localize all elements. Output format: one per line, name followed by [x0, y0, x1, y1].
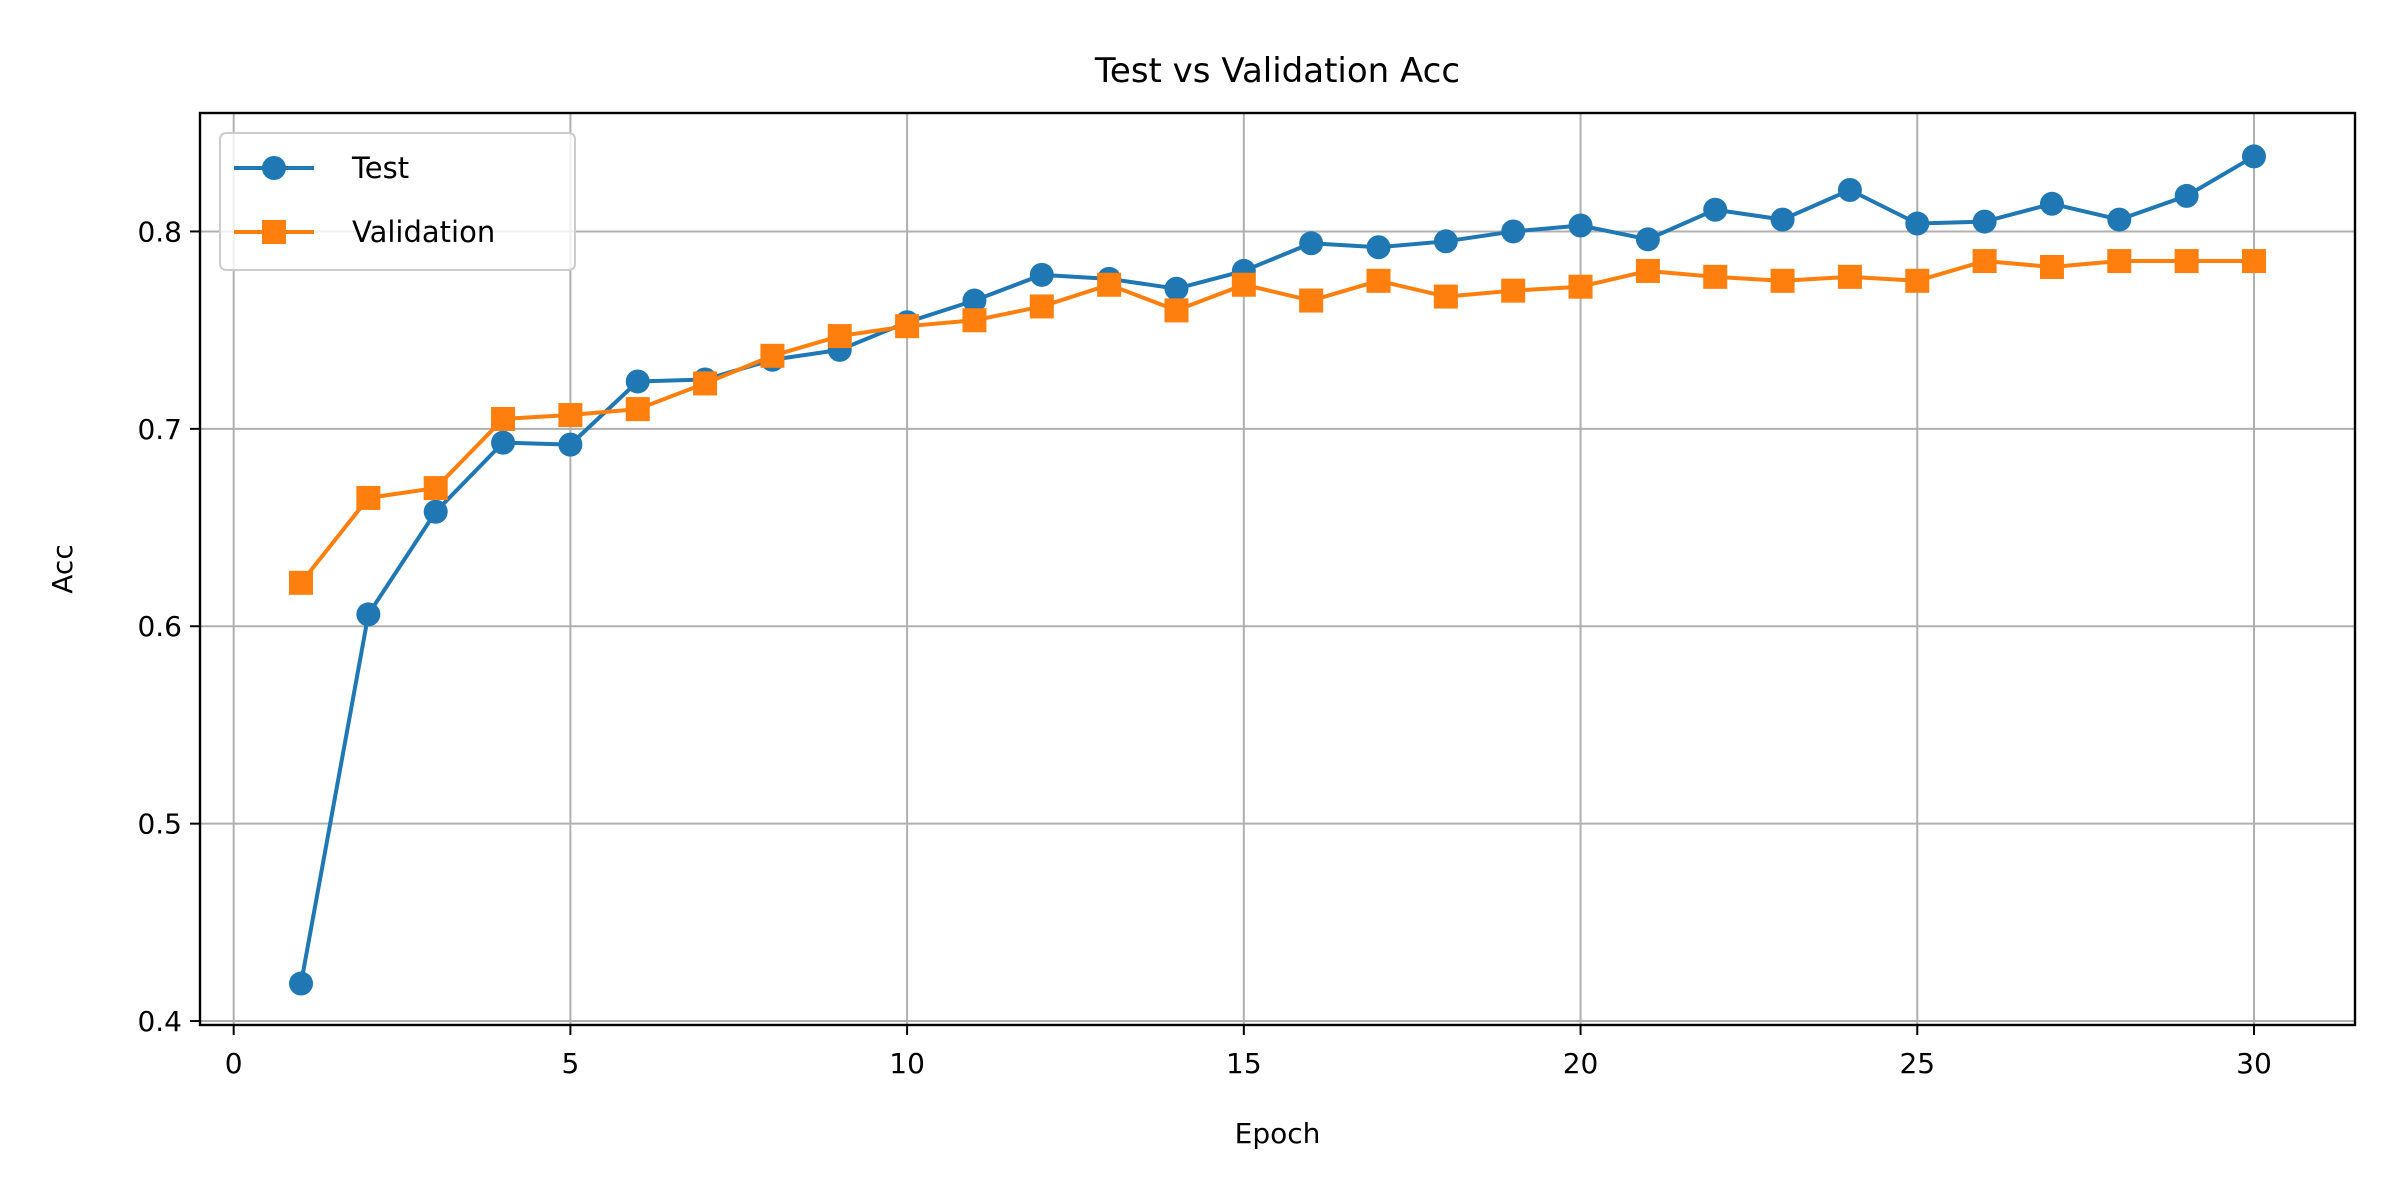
data-point — [1299, 231, 1324, 256]
data-point — [827, 324, 852, 349]
data-point — [1635, 227, 1660, 252]
axis-ticks: 0 5 10 15 20 25 30 0.4 0.5 0.6 0.7 0.8 — [137, 215, 2271, 1080]
data-point — [1770, 207, 1795, 232]
chart-title: Test vs Validation Acc — [1094, 51, 1460, 91]
data-point — [1905, 268, 1930, 293]
data-point — [1972, 209, 1997, 234]
data-point — [2241, 249, 2266, 274]
x-tick-label: 30 — [2236, 1047, 2272, 1080]
data-point — [2039, 254, 2064, 279]
data-point — [625, 369, 650, 394]
y-axis-label: Acc — [46, 544, 79, 593]
data-point — [625, 397, 650, 422]
y-tick-label: 0.5 — [137, 808, 182, 841]
data-point — [1635, 258, 1660, 283]
data-point — [1905, 211, 1930, 236]
data-point — [2174, 183, 2199, 208]
legend-label: Validation — [352, 215, 495, 249]
grid-lines — [200, 113, 2355, 1025]
y-tick-label: 0.6 — [137, 610, 182, 643]
series-test — [289, 144, 2266, 996]
x-axis-label: Epoch — [1235, 1117, 1321, 1150]
legend-marker — [262, 220, 286, 244]
data-point — [1029, 294, 1054, 319]
data-point — [1703, 197, 1728, 222]
data-point — [491, 430, 516, 455]
data-point — [289, 971, 314, 996]
data-point — [1837, 177, 1862, 202]
y-tick-label: 0.8 — [137, 215, 182, 248]
data-point — [1366, 268, 1391, 293]
data-point — [558, 432, 583, 457]
y-tick-label: 0.4 — [137, 1005, 182, 1038]
data-point — [1433, 284, 1458, 309]
x-tick-label: 15 — [1226, 1047, 1262, 1080]
series-validation — [289, 249, 2266, 595]
data-point — [693, 371, 718, 396]
plot-frame — [198, 111, 2357, 1027]
data-point — [2107, 249, 2132, 274]
data-point — [1703, 264, 1728, 289]
x-tick-label: 25 — [1899, 1047, 1935, 1080]
data-point — [1837, 264, 1862, 289]
data-point — [2174, 249, 2199, 274]
data-point — [895, 314, 920, 339]
data-point — [1501, 219, 1526, 244]
data-point — [356, 602, 381, 627]
data-point — [1231, 272, 1256, 297]
data-point — [2107, 207, 2132, 232]
data-point — [1164, 276, 1189, 301]
data-point — [423, 499, 448, 524]
data-point — [1770, 268, 1795, 293]
series-layer — [289, 144, 2266, 996]
data-point — [558, 403, 583, 428]
data-point — [962, 288, 987, 313]
data-point — [1568, 274, 1593, 299]
data-point — [1097, 272, 1122, 297]
legend: Test Validation — [219, 132, 576, 271]
data-point — [1501, 278, 1526, 303]
x-tick-label: 20 — [1563, 1047, 1599, 1080]
data-point — [1972, 249, 1997, 274]
y-tick-label: 0.7 — [137, 413, 182, 446]
data-point — [1299, 288, 1324, 313]
data-point — [289, 570, 314, 595]
data-point — [962, 308, 987, 333]
data-point — [1164, 298, 1189, 323]
data-point — [491, 406, 516, 431]
x-tick-label: 5 — [561, 1047, 579, 1080]
legend-label: Test — [351, 151, 409, 185]
data-point — [2039, 191, 2064, 216]
data-point — [760, 343, 785, 368]
x-tick-label: 0 — [225, 1047, 243, 1080]
data-point — [1366, 235, 1391, 260]
data-point — [2241, 144, 2266, 169]
legend-marker — [262, 156, 286, 180]
data-point — [423, 476, 448, 501]
data-point — [1433, 229, 1458, 254]
data-point — [1029, 262, 1054, 287]
data-point — [1568, 213, 1593, 238]
x-tick-label: 10 — [889, 1047, 925, 1080]
data-point — [356, 485, 381, 510]
